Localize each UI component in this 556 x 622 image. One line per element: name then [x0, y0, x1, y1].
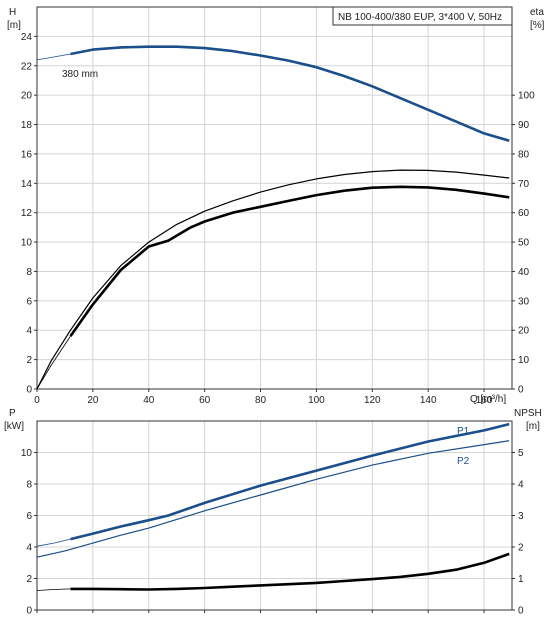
380-mm-curve-extension	[36, 53, 71, 61]
top-y2-tick-label-70: 70	[518, 179, 530, 190]
eta-curve-extension	[36, 335, 71, 390]
head-eta-plot-frame	[36, 6, 513, 390]
head-axis-unit: [m]	[7, 20, 21, 31]
top-y-tick-label-12: 12	[21, 208, 33, 219]
x-tick-label-140: 140	[420, 395, 437, 406]
top-y2-tick-label-30: 30	[518, 296, 530, 307]
head-eta-tick-labels: 0 20 40 60 80 100 120 140 1600246810121416182022…	[21, 32, 535, 406]
top-y-tick-label-18: 18	[21, 120, 33, 131]
x-tick-label-160: 160	[476, 395, 493, 406]
380-mm-curve	[70, 45, 510, 142]
x-tick-label-60: 60	[199, 395, 211, 406]
bottom-y-tick-label-10: 10	[21, 448, 33, 459]
top-y-tick-label-4: 4	[26, 326, 32, 337]
eta-axis-unit: [%]	[530, 20, 545, 31]
npsh-axis-label: NPSH	[514, 408, 542, 419]
top-y-tick-label-8: 8	[26, 267, 32, 278]
power-npsh-grid	[37, 421, 512, 610]
top-y-tick-label-6: 6	[26, 296, 32, 307]
chart-title-box	[332, 6, 513, 26]
head-curve-label: 380 mm	[62, 69, 98, 80]
p2-curve-label: P2	[457, 456, 470, 467]
top-y2-tick-label-80: 80	[518, 149, 530, 160]
x-tick-label-80: 80	[255, 395, 267, 406]
eta-curve	[69, 185, 510, 337]
top-y2-tick-label-20: 20	[518, 326, 530, 337]
bottom-y2-tick-label-2: 2	[518, 543, 524, 554]
bottom-y2-tick-label-1: 1	[518, 574, 524, 585]
p1-curve-extension	[36, 538, 71, 547]
npsh-axis-unit: [m]	[526, 421, 540, 432]
bottom-y2-tick-label-5: 5	[518, 448, 524, 459]
top-y-tick-label-16: 16	[21, 149, 33, 160]
head-axis-label: H	[9, 7, 16, 18]
p2-curve	[36, 440, 510, 558]
eta-axis-label: eta	[530, 7, 544, 18]
power-npsh-curves	[36, 422, 510, 591]
x-tick-label-120: 120	[364, 395, 381, 406]
bottom-y-tick-label-6: 6	[26, 511, 32, 522]
top-y-tick-label-20: 20	[21, 91, 33, 102]
top-y-tick-label-2: 2	[26, 355, 32, 366]
bottom-y-tick-label-8: 8	[26, 480, 32, 491]
npsh-curve-extension	[36, 588, 71, 591]
bottom-y-tick-label-0: 0	[26, 606, 32, 617]
x-tick-label-0: 0	[34, 395, 40, 406]
top-y2-tick-label-90: 90	[518, 120, 530, 131]
bottom-y2-tick-label-4: 4	[518, 480, 524, 491]
top-y-tick-label-0: 0	[26, 385, 32, 396]
top-y-tick-label-14: 14	[21, 179, 33, 190]
head-eta-grid	[37, 7, 512, 389]
p1-curve	[70, 422, 510, 541]
top-y2-tick-label-50: 50	[518, 238, 530, 249]
top-y-tick-label-10: 10	[21, 238, 33, 249]
bottom-y2-tick-label-3: 3	[518, 511, 524, 522]
p1-curve-label: P1	[457, 426, 470, 437]
top-y-tick-label-22: 22	[21, 61, 33, 72]
bottom-y2-tick-label-0: 0	[518, 606, 524, 617]
flow-axis-label: Q [m³/h]	[470, 394, 506, 405]
top-y2-tick-label-10: 10	[518, 355, 530, 366]
top-y2-tick-label-0: 0	[518, 385, 524, 396]
bottom-y-tick-label-2: 2	[26, 574, 32, 585]
top-y2-tick-label-60: 60	[518, 208, 530, 219]
power-axis-unit: [kW]	[4, 421, 24, 432]
top-y-tick-label-24: 24	[21, 32, 33, 43]
bottom-y-tick-label-4: 4	[26, 543, 32, 554]
chart-title: NB 100-400/380 EUP, 3*400 V, 50Hz	[338, 12, 502, 23]
x-tick-label-100: 100	[308, 395, 325, 406]
eta2-curve	[36, 169, 510, 390]
head-eta-curves	[36, 45, 510, 390]
x-tick-label-40: 40	[143, 395, 155, 406]
power-axis-label: P	[9, 408, 16, 419]
top-y2-tick-label-100: 100	[518, 91, 535, 102]
npsh-curve	[70, 552, 510, 591]
power-npsh-tick-labels: 0 2 4 6 8 10 0 1 2 3 4 5	[21, 448, 524, 617]
top-y2-tick-label-40: 40	[518, 267, 530, 278]
x-tick-label-20: 20	[87, 395, 99, 406]
